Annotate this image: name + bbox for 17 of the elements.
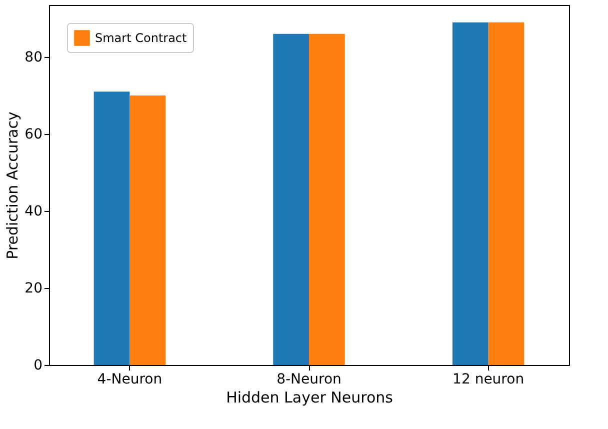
y-tick-label: 40 <box>24 203 42 220</box>
bar <box>130 95 166 365</box>
x-tick-label: 8-Neuron <box>276 372 342 388</box>
x-tick-label: 4-Neuron <box>97 372 162 388</box>
y-axis-title: Prediction Accuracy <box>4 112 22 260</box>
bar <box>273 34 309 365</box>
bar <box>488 22 524 365</box>
y-tick-label: 60 <box>24 126 42 142</box>
x-tick-label: 12 neuron <box>452 372 524 388</box>
y-tick-label: 0 <box>34 358 42 374</box>
bar <box>94 92 130 365</box>
y-tick-label: 20 <box>24 280 42 296</box>
x-axis-title: Hidden Layer Neurons <box>226 388 394 406</box>
y-tick-label: 80 <box>24 49 42 66</box>
bar <box>452 22 488 365</box>
bar <box>309 34 345 365</box>
legend-label: Smart Contract <box>95 31 188 45</box>
